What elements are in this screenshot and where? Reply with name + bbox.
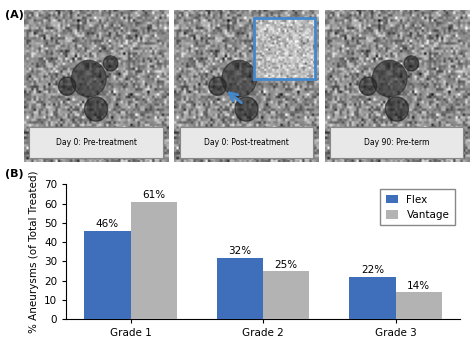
Bar [395,292,442,319]
Bar [217,258,263,319]
Text: Day 90: Pre-term: Day 90: Pre-term [364,138,429,147]
Text: 46%: 46% [96,219,119,229]
Bar [263,271,310,319]
Text: Day 0: Post-treatment: Day 0: Post-treatment [204,138,289,147]
Polygon shape [385,97,409,121]
Text: (B): (B) [5,169,23,179]
Text: 61%: 61% [142,190,165,200]
Legend: Flex, Vantage: Flex, Vantage [381,189,455,225]
Text: 14%: 14% [407,281,430,291]
Polygon shape [404,56,419,71]
Polygon shape [222,61,256,97]
FancyBboxPatch shape [330,127,464,158]
Text: 32%: 32% [228,246,251,256]
Text: 25%: 25% [275,260,298,270]
Polygon shape [372,61,407,97]
Polygon shape [359,77,377,95]
Text: 22%: 22% [361,265,384,275]
Polygon shape [58,77,76,95]
Text: (A): (A) [5,10,24,20]
Polygon shape [235,97,258,121]
Text: Day 0: Pre-treatment: Day 0: Pre-treatment [55,138,137,147]
Bar [349,277,395,319]
Polygon shape [103,56,118,71]
FancyBboxPatch shape [180,127,313,158]
Bar [131,201,177,319]
Bar [84,231,131,319]
Polygon shape [72,61,106,97]
Polygon shape [84,97,108,121]
Y-axis label: % Aneurysms (of Total Treated): % Aneurysms (of Total Treated) [28,171,39,333]
Polygon shape [254,56,268,71]
FancyBboxPatch shape [29,127,163,158]
Polygon shape [209,77,226,95]
